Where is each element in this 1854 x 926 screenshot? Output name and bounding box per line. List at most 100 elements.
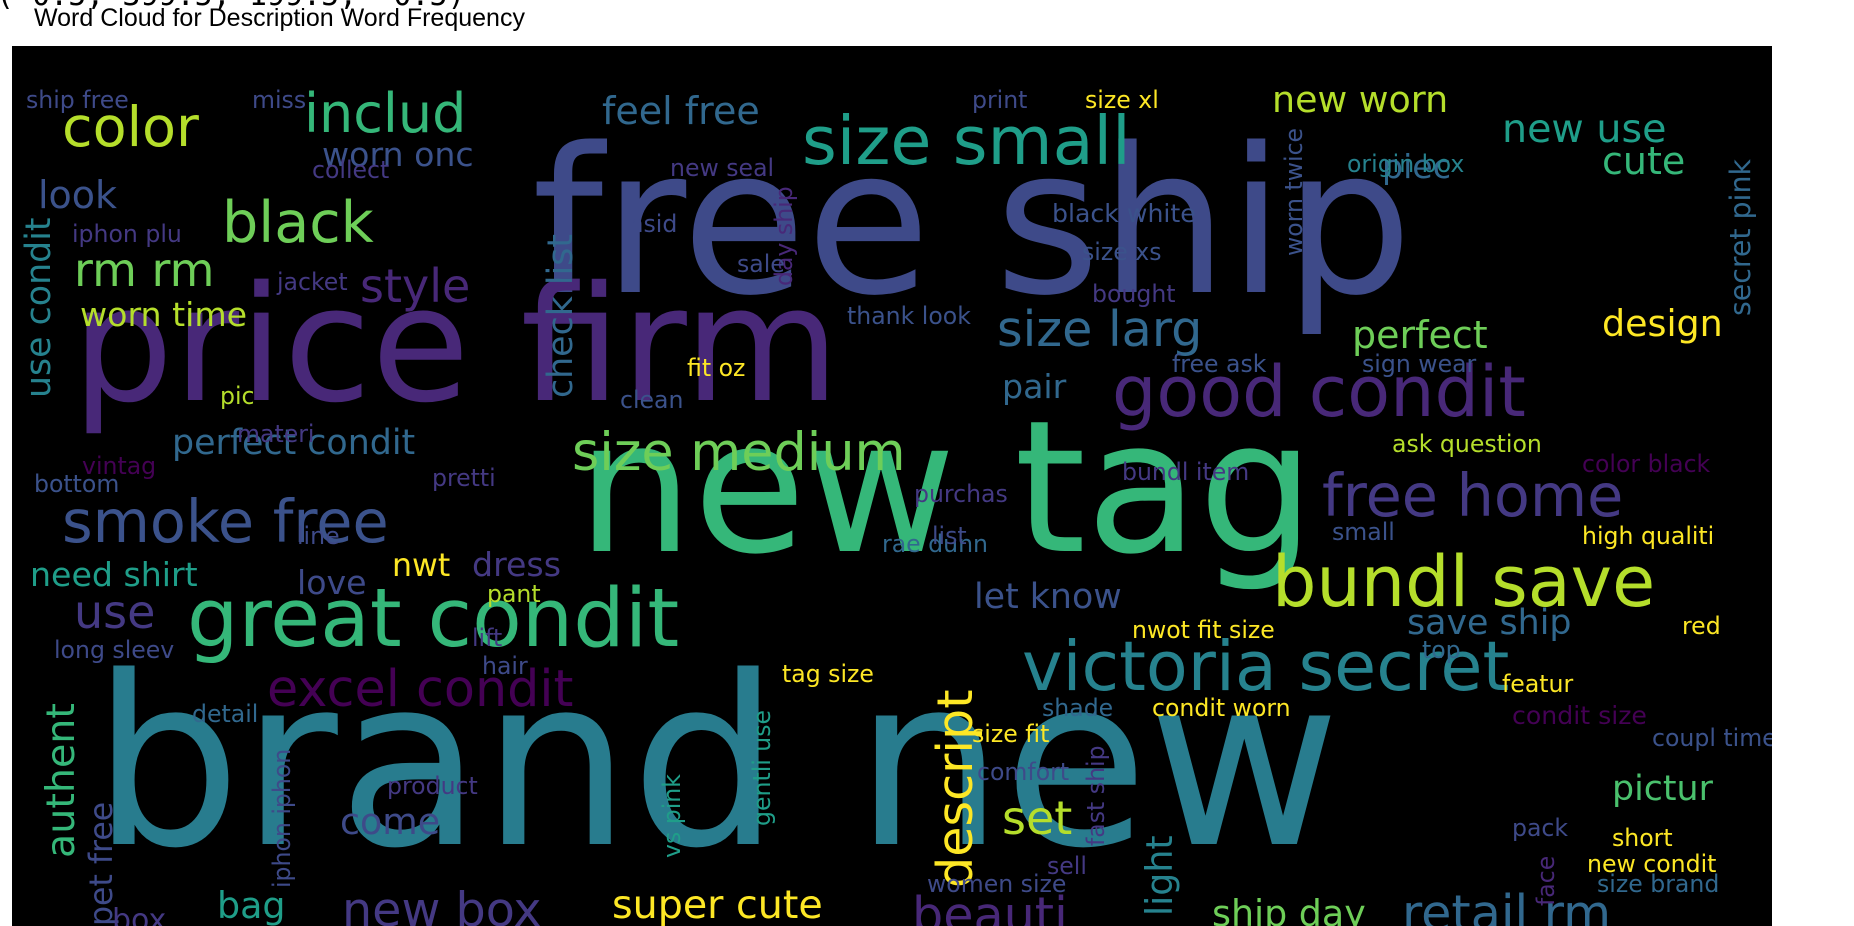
word-rm-rm: rm rm xyxy=(74,243,214,297)
word-nwot-fit-size: nwot fit size xyxy=(1132,616,1275,644)
word-short: short xyxy=(1612,824,1673,852)
word-long-sleev: long sleev xyxy=(54,636,174,664)
word-ask-question: ask question xyxy=(1392,430,1542,458)
word-new-tag: new tag xyxy=(577,382,1315,595)
word-lift: lift xyxy=(472,624,502,652)
word-perfect-condit: perfect condit xyxy=(172,423,415,463)
word-check-list: check list xyxy=(541,234,581,398)
word-jacket: jacket xyxy=(276,268,348,296)
word-perfect: perfect xyxy=(1352,313,1488,357)
word-bundl-save: bundl save xyxy=(1272,541,1655,623)
word-descript: descript xyxy=(926,689,984,888)
word-free-home: free home xyxy=(1322,461,1623,530)
word-excel-condit: excel condit xyxy=(267,659,573,718)
word-size-small: size small xyxy=(802,102,1131,180)
word-red: red xyxy=(1682,612,1721,640)
word-worn-time: worn time xyxy=(80,295,247,334)
word-use: use xyxy=(74,585,155,639)
word-black: black xyxy=(222,190,374,256)
word-hair: hair xyxy=(482,652,528,680)
word-great-condit: great condit xyxy=(187,572,679,666)
word-vintag: vintag xyxy=(82,452,156,480)
word-size-brand: size brand xyxy=(1597,870,1719,898)
word-new-use: new use xyxy=(1502,106,1666,152)
word-dress: dress xyxy=(472,545,561,584)
word-collect: collect xyxy=(312,156,389,184)
word-fit-oz: fit oz xyxy=(687,354,745,382)
word-product: product xyxy=(387,772,478,800)
word-sell: sell xyxy=(1047,852,1087,880)
word-ship-day: ship day xyxy=(1212,892,1366,926)
word-new-box: new box xyxy=(342,883,542,926)
word-cloud-background xyxy=(12,46,1772,926)
word-ship-free: ship free xyxy=(26,86,129,114)
word-pet-free: pet free xyxy=(84,802,120,926)
word-retail-rm: retail rm xyxy=(1402,884,1611,926)
word-authent: authent xyxy=(38,703,84,858)
word-new-seal: new seal xyxy=(670,154,774,182)
word-new-condit: new condit xyxy=(1587,850,1716,878)
word-print: print xyxy=(972,86,1027,114)
word-high-qualiti: high qualiti xyxy=(1582,522,1714,550)
word-includ: includ xyxy=(304,82,466,145)
word-black-white: black white xyxy=(1052,199,1196,228)
word-let-know: let know xyxy=(974,577,1122,617)
word-pretti: pretti xyxy=(432,464,496,492)
word-miss: miss xyxy=(252,86,306,114)
word-pack: pack xyxy=(1512,814,1568,842)
word-need-shirt: need shirt xyxy=(30,555,198,594)
word-color-black: color black xyxy=(1582,450,1711,478)
word-iphon-plu: iphon plu xyxy=(72,220,182,248)
word-free-ask: free ask xyxy=(1172,350,1267,378)
axis-extent-readout: (-0.5, 399.5, 199.5, -0.5) xyxy=(0,0,466,13)
word-light: light xyxy=(1138,835,1181,916)
word-feel-free: feel free xyxy=(602,89,760,133)
word-detail: detail xyxy=(192,700,258,728)
word-iphon-iphon: iphon iphon xyxy=(268,749,296,888)
word-victoria-secret: victoria secret xyxy=(1022,628,1509,707)
word-new-worn: new worn xyxy=(1272,78,1448,121)
word-day-ship: day ship xyxy=(770,186,798,286)
word-pair: pair xyxy=(1002,367,1067,406)
word-gentli-use: gentli use xyxy=(748,710,776,826)
word-pic: pic xyxy=(220,382,255,410)
word-condit-worn: condit worn xyxy=(1152,694,1291,722)
word-face: face xyxy=(1532,856,1560,906)
word-smoke-free: smoke free xyxy=(62,487,389,556)
word-list: list xyxy=(932,522,967,550)
word-size-xs: size xs xyxy=(1082,238,1162,266)
word-nwt: nwt xyxy=(392,548,450,584)
word-materi: materi xyxy=(237,420,314,448)
word-style: style xyxy=(360,259,470,313)
word-super-cute: super cute xyxy=(612,882,823,926)
word-pant: pant xyxy=(487,580,541,608)
word-condit-size: condit size xyxy=(1512,701,1647,730)
word-bought: bought xyxy=(1092,280,1176,308)
word-brand-new: brand new xyxy=(92,627,1340,900)
word-tag-size: tag size xyxy=(782,660,874,688)
word-free-ship: free ship xyxy=(532,104,1413,340)
word-size-xl: size xl xyxy=(1085,86,1159,114)
word-featur: featur xyxy=(1502,670,1573,698)
word-bag: bag xyxy=(217,884,286,926)
word-save-ship: save ship xyxy=(1407,603,1571,643)
word-bundl-item: bundl item xyxy=(1122,458,1249,486)
word-line: line xyxy=(297,522,340,550)
word-come: come xyxy=(340,800,440,843)
word-secret-pink: secret pink xyxy=(1724,159,1757,316)
word-box: box xyxy=(112,903,166,926)
word-worn-onc: worn onc xyxy=(322,135,474,174)
word-clean: clean xyxy=(620,386,683,414)
word-small: small xyxy=(1332,518,1395,546)
word-look: look xyxy=(38,173,117,217)
word-top: top xyxy=(1422,636,1461,664)
word-shade: shade xyxy=(1042,694,1113,722)
word-good-condit: good condit xyxy=(1112,351,1526,433)
word-price-firm: price firm xyxy=(72,252,840,438)
word-pictur: pictur xyxy=(1612,769,1714,809)
word-size-larg: size larg xyxy=(997,300,1202,358)
word-thank-look: thank look xyxy=(847,302,971,330)
word-size-medium: size medium xyxy=(572,422,906,483)
word-use-condit: use condit xyxy=(19,217,59,398)
word-cloud-panel: brand new free ship new tag price firm great… xyxy=(12,46,1772,926)
